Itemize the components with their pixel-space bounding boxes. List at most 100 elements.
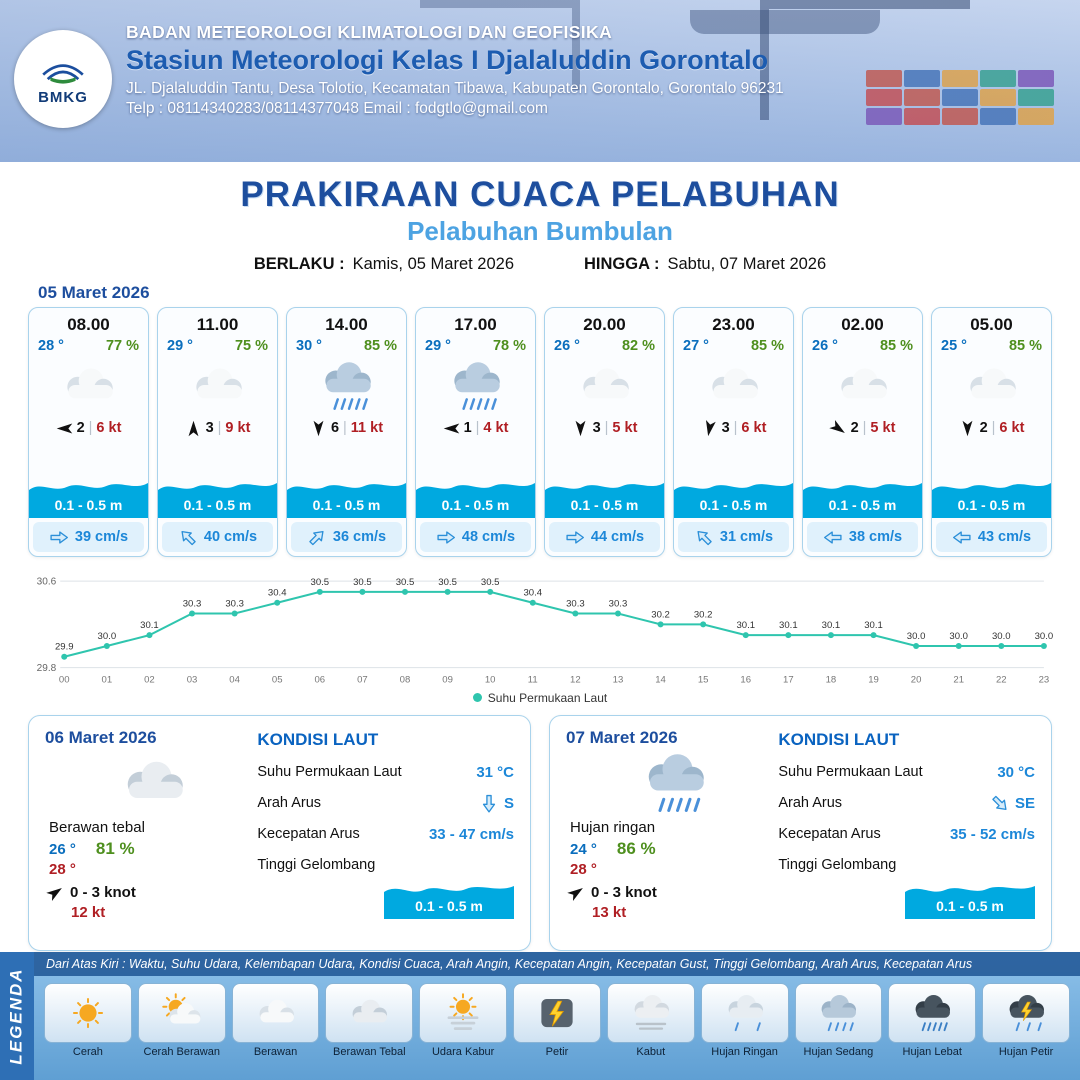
forecast-card: 23.00 27 ° 85 % 3 | 6 kt 0.1 - 0.5 m 31 cm/… bbox=[673, 307, 794, 557]
org-name: BADAN METEOROLOGI KLIMATOLOGI DAN GEOFIS… bbox=[126, 22, 613, 42]
wave-height-band: 0.1 - 0.5 m bbox=[158, 474, 277, 518]
svg-text:30.1: 30.1 bbox=[822, 620, 841, 631]
legend-title: LEGENDA bbox=[7, 967, 26, 1065]
wave-height: 0.1 - 0.5 m bbox=[936, 897, 1004, 914]
humidity: 85 % bbox=[879, 338, 913, 354]
weather-icon bbox=[158, 354, 277, 418]
svg-text:30.3: 30.3 bbox=[183, 598, 202, 609]
current-speed-value: 35 - 52 cm/s bbox=[949, 825, 1035, 843]
wind-direction-icon bbox=[573, 420, 588, 437]
legend-item: Hujan Petir bbox=[982, 983, 1070, 1075]
humidity: 78 % bbox=[492, 338, 526, 354]
current-direction-icon bbox=[175, 524, 201, 550]
max-temp: 28 ° bbox=[570, 860, 597, 878]
current-row: 31 cm/s bbox=[678, 522, 789, 552]
valid-until: HINGGA : Sabtu, 07 Maret 2026 bbox=[584, 255, 826, 274]
weather-icon bbox=[45, 748, 251, 818]
weather-icon bbox=[545, 354, 664, 418]
berlaku-label: BERLAKU : bbox=[253, 255, 345, 273]
separator: | bbox=[733, 420, 738, 436]
forecast-time: 17.00 bbox=[454, 315, 497, 334]
wind-speed: 2 bbox=[979, 420, 988, 436]
legend-dot-icon bbox=[472, 693, 482, 703]
sea-conditions-title: KONDISI LAUT bbox=[778, 729, 900, 749]
wind-gust: 6 kt bbox=[96, 420, 122, 436]
svg-text:30.0: 30.0 bbox=[949, 631, 968, 642]
humidity: 85 % bbox=[750, 338, 784, 354]
valid-from: BERLAKU : Kamis, 05 Maret 2026 bbox=[254, 255, 514, 274]
legend-item: Hujan Ringan bbox=[700, 983, 789, 1075]
svg-text:07: 07 bbox=[357, 675, 368, 686]
day-date: 06 Maret 2026 bbox=[45, 727, 157, 747]
current-direction-icon bbox=[480, 793, 497, 813]
wind-speed: 2 bbox=[850, 420, 859, 436]
wave-height-band: 0.1 - 0.5 m bbox=[932, 474, 1051, 518]
sst-value: 30 °C bbox=[997, 763, 1035, 781]
current-speed: 44 cm/s bbox=[590, 529, 645, 545]
thunderstorm-icon bbox=[982, 983, 1070, 1043]
humidity: 86 % bbox=[616, 838, 656, 858]
wind-direction-icon bbox=[960, 420, 975, 437]
svg-text:01: 01 bbox=[102, 675, 113, 686]
svg-text:30.0: 30.0 bbox=[98, 631, 117, 642]
wave-height-band: 0.1 - 0.5 m bbox=[803, 474, 922, 518]
header-text: BADAN METEOROLOGI KLIMATOLOGI DAN GEOFIS… bbox=[126, 22, 1064, 118]
weather-icon bbox=[932, 354, 1051, 418]
legend-bar: LEGENDA Dari Atas Kiri : Waktu, Suhu Uda… bbox=[0, 952, 1080, 1080]
svg-text:16: 16 bbox=[740, 675, 751, 686]
current-direction-icon bbox=[49, 529, 69, 546]
wave-height-label: Tinggi Gelombang bbox=[257, 856, 376, 873]
forecast-time: 02.00 bbox=[841, 315, 884, 334]
current-speed: 31 cm/s bbox=[719, 529, 774, 545]
forecast-time: 11.00 bbox=[196, 315, 239, 334]
air-temp: 26 ° bbox=[812, 338, 838, 354]
current-row: 48 cm/s bbox=[420, 522, 531, 552]
svg-text:30.4: 30.4 bbox=[268, 588, 287, 599]
current-speed: 40 cm/s bbox=[203, 529, 258, 545]
day-date: 07 Maret 2026 bbox=[566, 727, 678, 747]
humidity: 82 % bbox=[621, 338, 655, 354]
wave-height: 0.1 - 0.5 m bbox=[957, 497, 1026, 513]
svg-text:30.0: 30.0 bbox=[992, 631, 1011, 642]
wind-direction-icon bbox=[700, 418, 718, 437]
svg-text:30.3: 30.3 bbox=[609, 598, 628, 609]
max-temp: 28 ° bbox=[49, 860, 76, 878]
wind-speed: 6 bbox=[330, 420, 340, 436]
svg-text:30.3: 30.3 bbox=[566, 598, 585, 609]
wave-height: 0.1 - 0.5 m bbox=[699, 497, 768, 513]
sun-cloud-icon bbox=[137, 983, 226, 1043]
current-direction-icon bbox=[691, 524, 717, 550]
humidity: 75 % bbox=[234, 338, 268, 354]
min-temp: 24 ° bbox=[570, 840, 597, 858]
validity-row: BERLAKU : Kamis, 05 Maret 2026 HINGGA : Sa… bbox=[0, 255, 1080, 274]
page-subtitle: Pelabuhan Bumbulan bbox=[407, 216, 673, 246]
current-speed: 36 cm/s bbox=[332, 529, 387, 545]
separator: | bbox=[217, 420, 222, 436]
current-row: 44 cm/s bbox=[549, 522, 660, 552]
svg-text:30.1: 30.1 bbox=[779, 620, 798, 631]
svg-text:00: 00 bbox=[59, 675, 70, 686]
svg-text:05: 05 bbox=[272, 675, 283, 686]
day-forecast-card: 06 Maret 2026 Berawan tebal 26 ° 81 % 28 … bbox=[28, 714, 531, 951]
wind-gust: 9 kt bbox=[225, 420, 251, 436]
forecast-time: 14.00 bbox=[325, 315, 368, 334]
berlaku-value: Kamis, 05 Maret 2026 bbox=[352, 255, 514, 273]
svg-text:11: 11 bbox=[528, 675, 538, 686]
separator: | bbox=[991, 420, 996, 436]
wind-speed: 3 bbox=[721, 420, 730, 436]
crane-illustration bbox=[760, 0, 970, 120]
weather-condition: Berawan tebal bbox=[49, 818, 145, 836]
sst-label: Suhu Permukaan Laut bbox=[257, 764, 402, 781]
weather-icon bbox=[29, 354, 148, 418]
wave-height: 0.1 - 0.5 m bbox=[441, 497, 510, 513]
svg-text:30.4: 30.4 bbox=[523, 588, 542, 599]
svg-text:13: 13 bbox=[613, 675, 624, 686]
air-temp: 29 ° bbox=[167, 338, 193, 354]
sst-label: Suhu Permukaan Laut bbox=[778, 764, 923, 781]
current-speed: 48 cm/s bbox=[461, 529, 516, 545]
forecast-card: 05.00 25 ° 85 % 2 | 6 kt 0.1 - 0.5 m 43 cm/… bbox=[931, 307, 1052, 557]
moderate-rain-icon bbox=[794, 983, 883, 1043]
bmkg-logo-icon bbox=[42, 63, 84, 84]
weather-icon bbox=[674, 354, 793, 418]
wave-height: 0.1 - 0.5 m bbox=[570, 497, 639, 513]
